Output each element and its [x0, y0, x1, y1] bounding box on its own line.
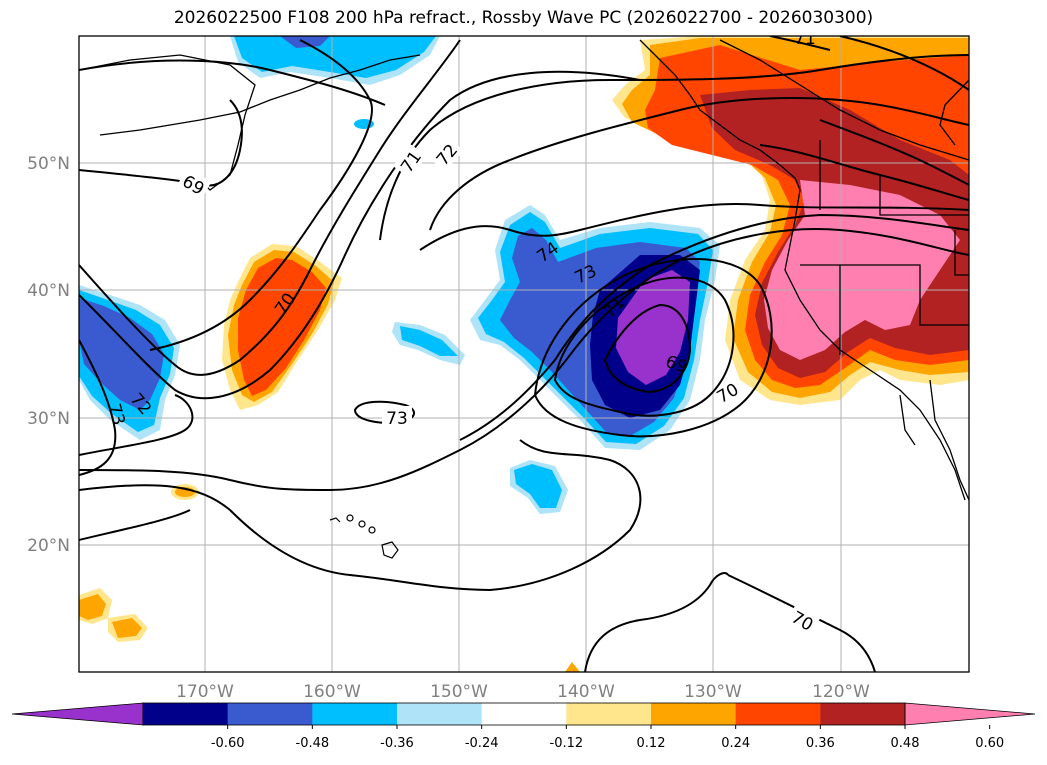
- colorbar-swatch: [143, 703, 229, 725]
- lon-label: 130°W: [684, 682, 742, 702]
- colorbar-extend-low: [11, 702, 144, 726]
- colorbar-tick-label: 0.48: [891, 736, 920, 751]
- hawaii-islands: [329, 514, 399, 559]
- map-frame: [78, 35, 970, 673]
- lat-label: 20°N: [27, 536, 70, 556]
- lon-label: 150°W: [430, 682, 488, 702]
- colorbar-tick-label: -0.48: [296, 736, 330, 751]
- colorbar: -0.60 -0.48 -0.36 -0.24 -0.12 0.12 0.24 0.36 0.4…: [11, 702, 1036, 751]
- latitude-labels: 50°N 40°N 30°N 20°N: [27, 154, 70, 556]
- colorbar-tick-label: -0.36: [380, 736, 414, 751]
- colorbar-swatch: [227, 703, 313, 725]
- colorbar-swatch: [820, 703, 906, 725]
- figure-title: 2026022500 F108 200 hPa refract., Rossby…: [173, 8, 874, 28]
- colorbar-tick-label: -0.60: [211, 736, 245, 751]
- lat-label: 50°N: [27, 154, 70, 174]
- contour-label: 73: [386, 409, 408, 429]
- lon-label: 160°W: [303, 682, 361, 702]
- colorbar-swatch: [397, 703, 483, 725]
- colorbar-tick-label: 0.24: [721, 736, 750, 751]
- lat-label: 40°N: [27, 281, 70, 301]
- colorbar-swatch: [651, 703, 737, 725]
- colorbar-swatch: [481, 703, 567, 725]
- colorbar-tick-label: 0.12: [637, 736, 666, 751]
- colorbar-extend-high: [904, 702, 1036, 726]
- longitude-labels: 170°W 160°W 150°W 140°W 130°W 120°W: [176, 682, 870, 702]
- colorbar-frame: [142, 702, 906, 726]
- colorbar-tick-label: -0.24: [465, 736, 499, 751]
- lon-label: 140°W: [557, 682, 615, 702]
- contour-lines: [79, 36, 969, 672]
- colorbar-swatch: [312, 703, 398, 725]
- colorbar-tick-label: 0.60: [975, 736, 1004, 751]
- colorbar-swatch: [735, 703, 821, 725]
- colorbar-tick-label: -0.12: [550, 736, 584, 751]
- colorbar-swatch: [566, 703, 652, 725]
- gridlines: [79, 36, 969, 672]
- lon-label: 170°W: [176, 682, 234, 702]
- colorbar-tick-label: 0.36: [806, 736, 835, 751]
- contour-label: 71: [794, 29, 816, 49]
- lat-label: 30°N: [27, 409, 70, 429]
- map-panel: 71 72 69 70 74 73 71 69 70 72 73 73 70 7…: [79, 29, 969, 672]
- lon-label: 120°W: [812, 682, 870, 702]
